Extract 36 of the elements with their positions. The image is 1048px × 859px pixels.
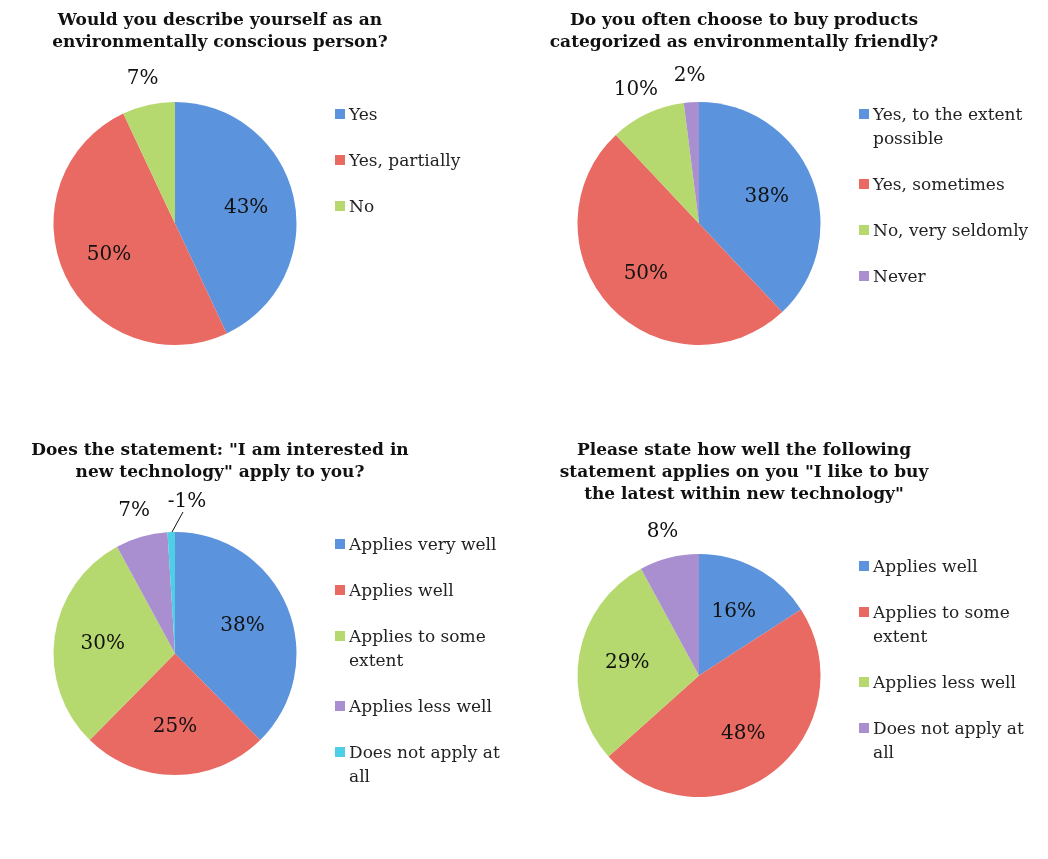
legend-label: Never [873,265,926,288]
data-label: 7% [126,65,159,90]
data-label: 43% [223,193,269,218]
data-label: 30% [80,629,126,654]
legend-label: Yes [349,103,378,126]
legend-label: Yes, partially [349,149,461,172]
legend-label: Applies to some extent [873,601,1011,648]
legend-label: Applies to some extent [349,625,487,672]
chart-title: Please state how well the following statement applies on you "I like to buy the latest within new technology" [558,438,930,504]
data-label: 50% [86,240,132,265]
data-label: 38% [220,612,265,637]
legend-label: Applies less well [349,695,492,718]
chart-title: Does the statement: "I am interested in new technology" apply to you? [30,438,410,482]
legend-label: No [349,195,375,218]
legend-label: Yes, to the extent possible [873,103,1024,150]
chart-title: Would you describe yourself as an environmentally conscious person? [51,8,389,52]
data-label: 8% [646,518,679,543]
legend-label: Applies well [873,555,978,578]
data-label: 50% [623,259,669,284]
data-label: 16% [711,597,757,622]
legend-label: Yes, sometimes [873,173,1005,196]
data-label: 7% [118,497,150,522]
legend-label: Does not apply at all [349,741,501,788]
text: -1% [167,488,207,513]
legend-label: No, very seldomly [873,219,1029,242]
data-label: 29% [604,649,650,674]
legend-label: Does not apply at all [873,717,1025,764]
legend-label: Applies very well [349,533,497,556]
legend-label: Applies less well [873,671,1016,694]
chart-title: Do you often choose to buy products categorized as environmentally friendly? [548,8,940,52]
data-label: 25% [152,712,198,737]
data-label: 48% [721,719,766,744]
data-label: 38% [744,182,790,207]
data-label: 10% [613,75,659,100]
legend-label: Applies well [349,579,454,602]
data-label: 2% [673,61,706,86]
